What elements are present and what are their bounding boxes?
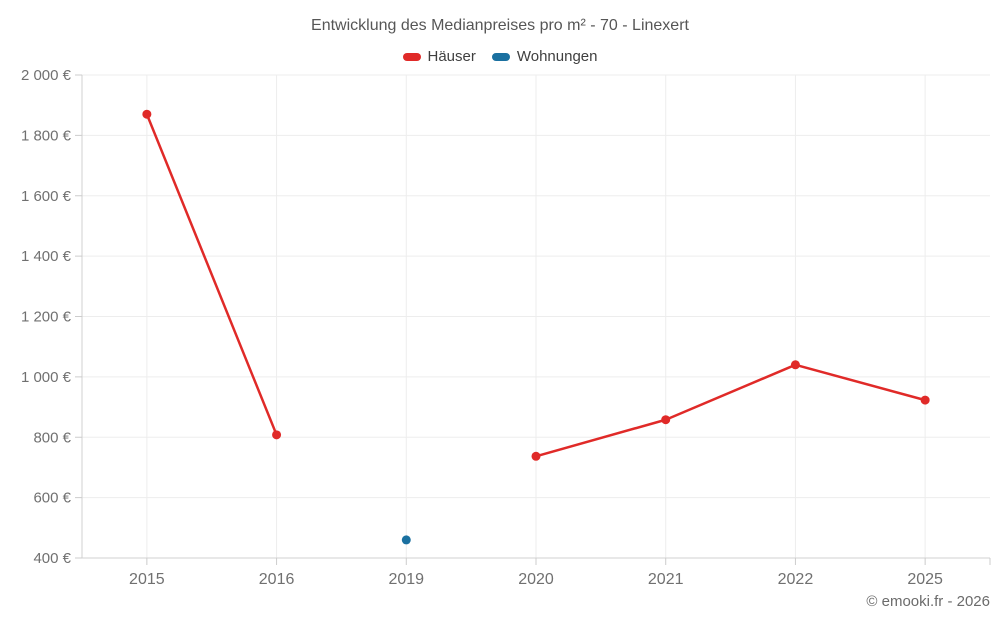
- legend-item-wohnungen[interactable]: Wohnungen: [491, 48, 598, 65]
- data-point-häuser: [272, 430, 282, 440]
- x-tick-label: 2016: [259, 571, 295, 588]
- data-point-häuser: [661, 415, 671, 425]
- data-point-häuser: [531, 451, 541, 461]
- y-tick-label: 1 400 €: [21, 248, 72, 265]
- x-tick-label: 2020: [518, 571, 554, 588]
- x-tick-label: 2025: [907, 571, 943, 588]
- series-line-häuser: [145, 112, 278, 437]
- legend-swatch-wohnungen: [491, 52, 510, 61]
- legend-swatch-haeuser: [402, 52, 421, 61]
- x-tick-label: 2021: [648, 571, 684, 588]
- x-tick-label: 2019: [388, 571, 424, 588]
- data-point-häuser: [790, 360, 800, 370]
- legend-label-wohnungen: Wohnungen: [516, 48, 598, 65]
- legend-item-haeuser[interactable]: Häuser: [402, 48, 476, 65]
- y-tick-label: 600 €: [33, 490, 71, 507]
- y-tick-label: 400 €: [33, 550, 71, 567]
- data-point-häuser: [142, 109, 152, 119]
- legend-label-haeuser: Häuser: [427, 48, 476, 65]
- y-tick-label: 1 200 €: [21, 309, 72, 326]
- series-line-häuser: [534, 363, 927, 458]
- legend: Häuser Wohnungen: [0, 48, 1000, 65]
- data-point-häuser: [920, 395, 930, 405]
- copyright: © emooki.fr - 2026: [866, 593, 990, 610]
- y-tick-label: 1 800 €: [21, 127, 72, 144]
- y-tick-label: 2 000 €: [21, 67, 72, 84]
- y-tick-label: 1 600 €: [21, 188, 72, 205]
- chart-title: Entwicklung des Medianpreises pro m² - 7…: [311, 17, 689, 34]
- y-tick-label: 1 000 €: [21, 369, 72, 386]
- x-tick-label: 2022: [778, 571, 814, 588]
- data-point-wohnungen: [401, 535, 411, 545]
- x-tick-label: 2015: [129, 571, 165, 588]
- y-tick-label: 800 €: [33, 429, 71, 446]
